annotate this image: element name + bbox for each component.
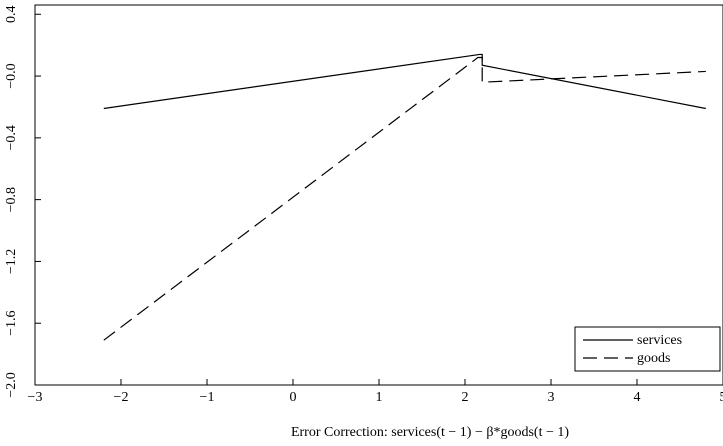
legend-box	[574, 326, 721, 372]
y-tick-label: −1.2	[4, 249, 19, 274]
x-tick-label: 2	[462, 390, 469, 405]
y-tick-label: 0.4	[4, 6, 19, 24]
x-axis-label: Error Correction: services(t − 1) − β*go…	[291, 425, 569, 440]
y-tick-label: −0.8	[4, 187, 19, 212]
y-tick-label: −0.0	[4, 63, 19, 88]
legend-label: goods	[637, 351, 670, 366]
y-tick-label: −2.0	[4, 372, 19, 397]
x-tick-label: 1	[376, 390, 383, 405]
x-tick-label: 5	[720, 390, 723, 405]
x-tick-label: 4	[634, 390, 641, 405]
y-tick-label: −0.4	[4, 125, 19, 150]
x-tick-label: −3	[28, 390, 43, 405]
line-series	[103, 56, 706, 341]
x-tick-label: −2	[114, 390, 129, 405]
line-series	[103, 53, 706, 110]
y-tick-label: −1.6	[4, 311, 19, 336]
x-tick-label: 0	[290, 390, 297, 405]
x-tick-label: 3	[548, 390, 555, 405]
legend-label: services	[637, 333, 682, 348]
x-tick-label: −1	[200, 390, 215, 405]
